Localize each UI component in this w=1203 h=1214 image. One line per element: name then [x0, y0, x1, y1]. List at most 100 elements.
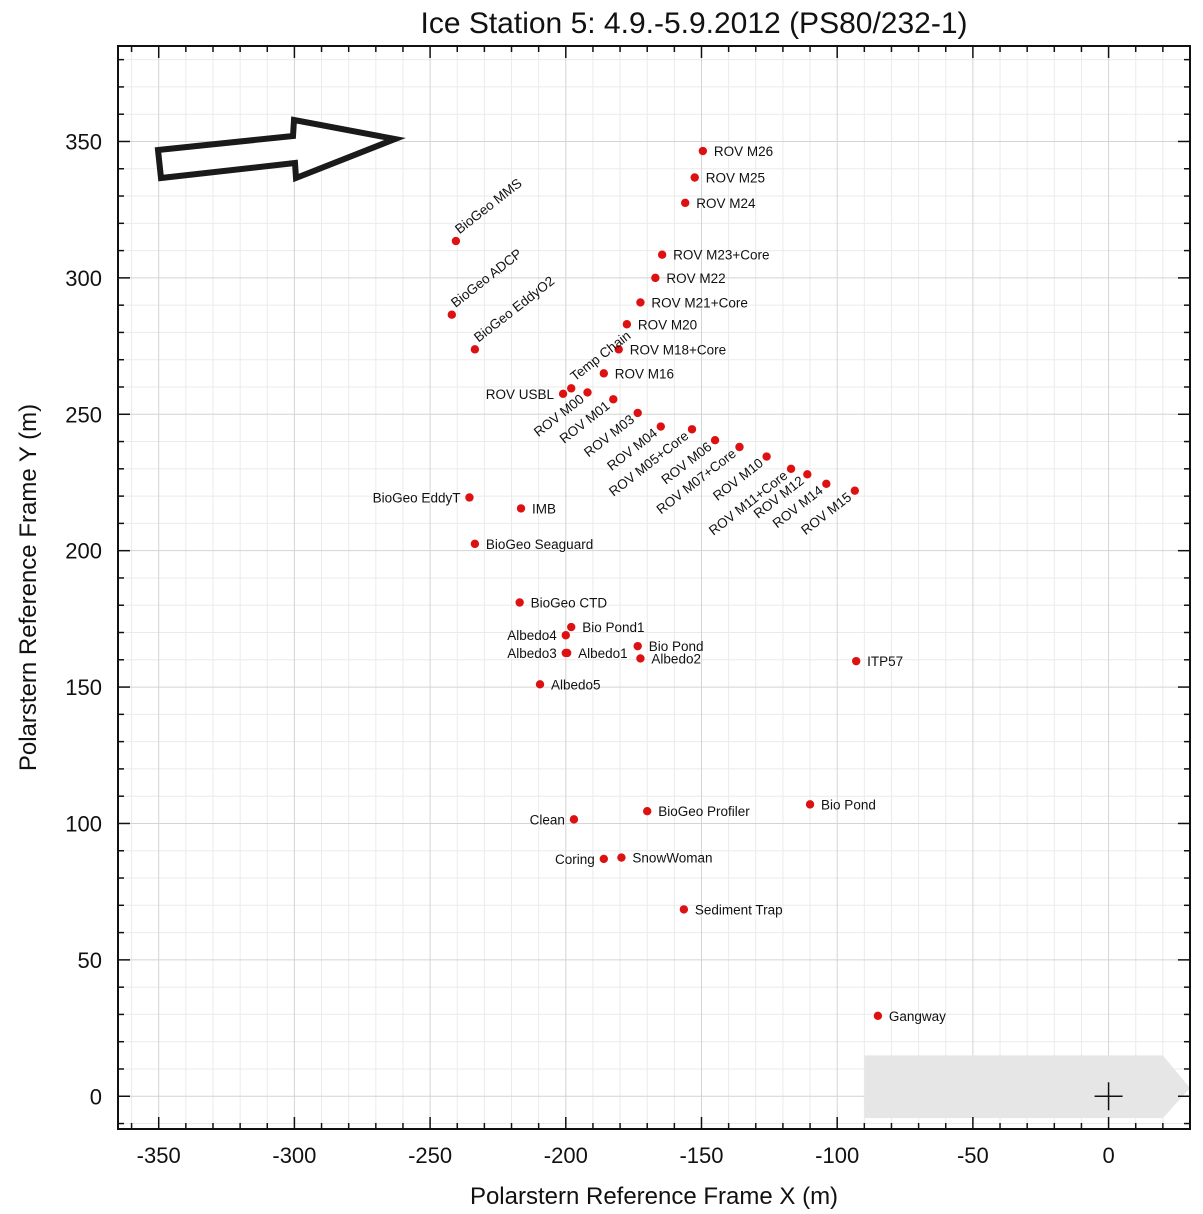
data-point [614, 345, 623, 354]
data-point [710, 435, 720, 445]
point-label: Albedo2 [651, 651, 701, 666]
x-tick-label: -150 [679, 1143, 723, 1168]
point-label: Coring [555, 852, 595, 867]
point-label: Albedo4 [507, 628, 557, 643]
data-point [762, 452, 771, 461]
data-point [599, 369, 608, 378]
data-point [470, 345, 480, 354]
data-point [633, 408, 642, 418]
data-point [567, 384, 576, 393]
data-point [681, 198, 690, 208]
plot-background [118, 46, 1190, 1129]
data-point [735, 442, 744, 452]
point-label: Albedo3 [507, 646, 557, 661]
point-label: Albedo5 [551, 677, 601, 692]
data-point [786, 464, 796, 474]
y-tick-label: 150 [65, 675, 102, 700]
data-point [609, 395, 618, 404]
point-label: ROV M18+Core [630, 342, 726, 357]
y-axis-label: Polarstern Reference Frame Y (m) [15, 404, 42, 771]
ship-shape [864, 1055, 1190, 1119]
x-tick-label: -200 [544, 1143, 588, 1168]
plot-area [118, 46, 1190, 1129]
data-point [657, 250, 667, 259]
data-point [558, 389, 568, 399]
y-tick-label: 50 [78, 948, 102, 973]
point-label: ROV M16 [615, 366, 674, 381]
data-point [470, 539, 480, 549]
data-point [850, 486, 860, 495]
point-label: Bio Pond [821, 797, 876, 812]
point-label: BioGeo EddyT [373, 490, 461, 505]
data-point [656, 422, 665, 431]
data-point [561, 648, 570, 658]
point-label: Albedo1 [578, 646, 628, 661]
point-label: ROV M26 [714, 144, 773, 159]
x-tick-label: -100 [815, 1143, 859, 1168]
x-tick-label: -350 [137, 1143, 181, 1168]
y-tick-label: 100 [65, 811, 102, 836]
point-label: Bio Pond1 [582, 620, 644, 635]
data-point [690, 173, 699, 182]
data-point [636, 654, 645, 663]
data-point [465, 493, 474, 502]
y-tick-label: 350 [65, 129, 102, 154]
data-point [515, 598, 524, 607]
data-point [633, 641, 642, 651]
point-label: ITP57 [867, 654, 903, 669]
x-tick-label: -250 [408, 1143, 452, 1168]
point-label: ROV M20 [638, 317, 697, 332]
point-label: Sediment Trap [695, 902, 783, 917]
data-point [622, 320, 632, 329]
data-point [535, 680, 545, 689]
data-point [873, 1011, 883, 1020]
point-label: SnowWoman [632, 851, 712, 866]
data-point [805, 800, 815, 809]
tick-labels: -350 -300 -250 -200 -150 -100 -50 0 0 50 100 150 200… [65, 129, 1114, 1168]
x-axis-label: Polarstern Reference Frame X (m) [470, 1183, 838, 1210]
point-label: BioGeo CTD [531, 596, 608, 611]
point-label: IMB [532, 501, 556, 516]
data-point [447, 310, 457, 319]
chart-title: Ice Station 5: 4.9.-5.9.2012 (PS80/232-1… [420, 7, 967, 40]
point-label: BioGeo Seaguard [486, 537, 593, 552]
data-point [599, 854, 608, 864]
y-tick-label: 200 [65, 539, 102, 564]
data-point [698, 146, 708, 156]
point-label: Clean [530, 812, 565, 827]
data-point [679, 905, 689, 914]
data-point [822, 479, 831, 489]
point-label: Bio Pond [649, 639, 704, 654]
data-point [643, 806, 652, 816]
data-point [851, 656, 861, 666]
point-label: ROV USBL [486, 387, 555, 402]
data-point [636, 298, 645, 307]
data-point [583, 388, 592, 397]
x-tick-label: -50 [957, 1143, 989, 1168]
plot-frame [117, 45, 1191, 1130]
ship-hull [864, 1055, 1190, 1119]
data-point [567, 622, 576, 632]
y-tick-label: 250 [65, 402, 102, 427]
data-point [687, 425, 697, 434]
point-label: ROV M23+Core [673, 248, 769, 263]
data-point [651, 273, 660, 283]
data-point [617, 853, 626, 862]
y-tick-label: 300 [65, 266, 102, 291]
data-point [451, 236, 461, 246]
point-label: ROV M24 [696, 196, 756, 211]
hollow-arrow [154, 116, 406, 183]
x-tick-label: 0 [1102, 1143, 1114, 1168]
data-point [561, 631, 570, 640]
y-tick-label: 0 [90, 1084, 102, 1109]
point-label: ROV M21+Core [651, 295, 747, 310]
data-point [569, 815, 579, 824]
point-label: ROV M25 [706, 170, 765, 185]
point-label: BioGeo Profiler [658, 804, 750, 819]
point-label: Gangway [889, 1009, 946, 1024]
data-point [803, 470, 812, 479]
direction-arrow [154, 116, 406, 183]
point-label: ROV M22 [666, 271, 725, 286]
x-tick-label: -300 [272, 1143, 316, 1168]
